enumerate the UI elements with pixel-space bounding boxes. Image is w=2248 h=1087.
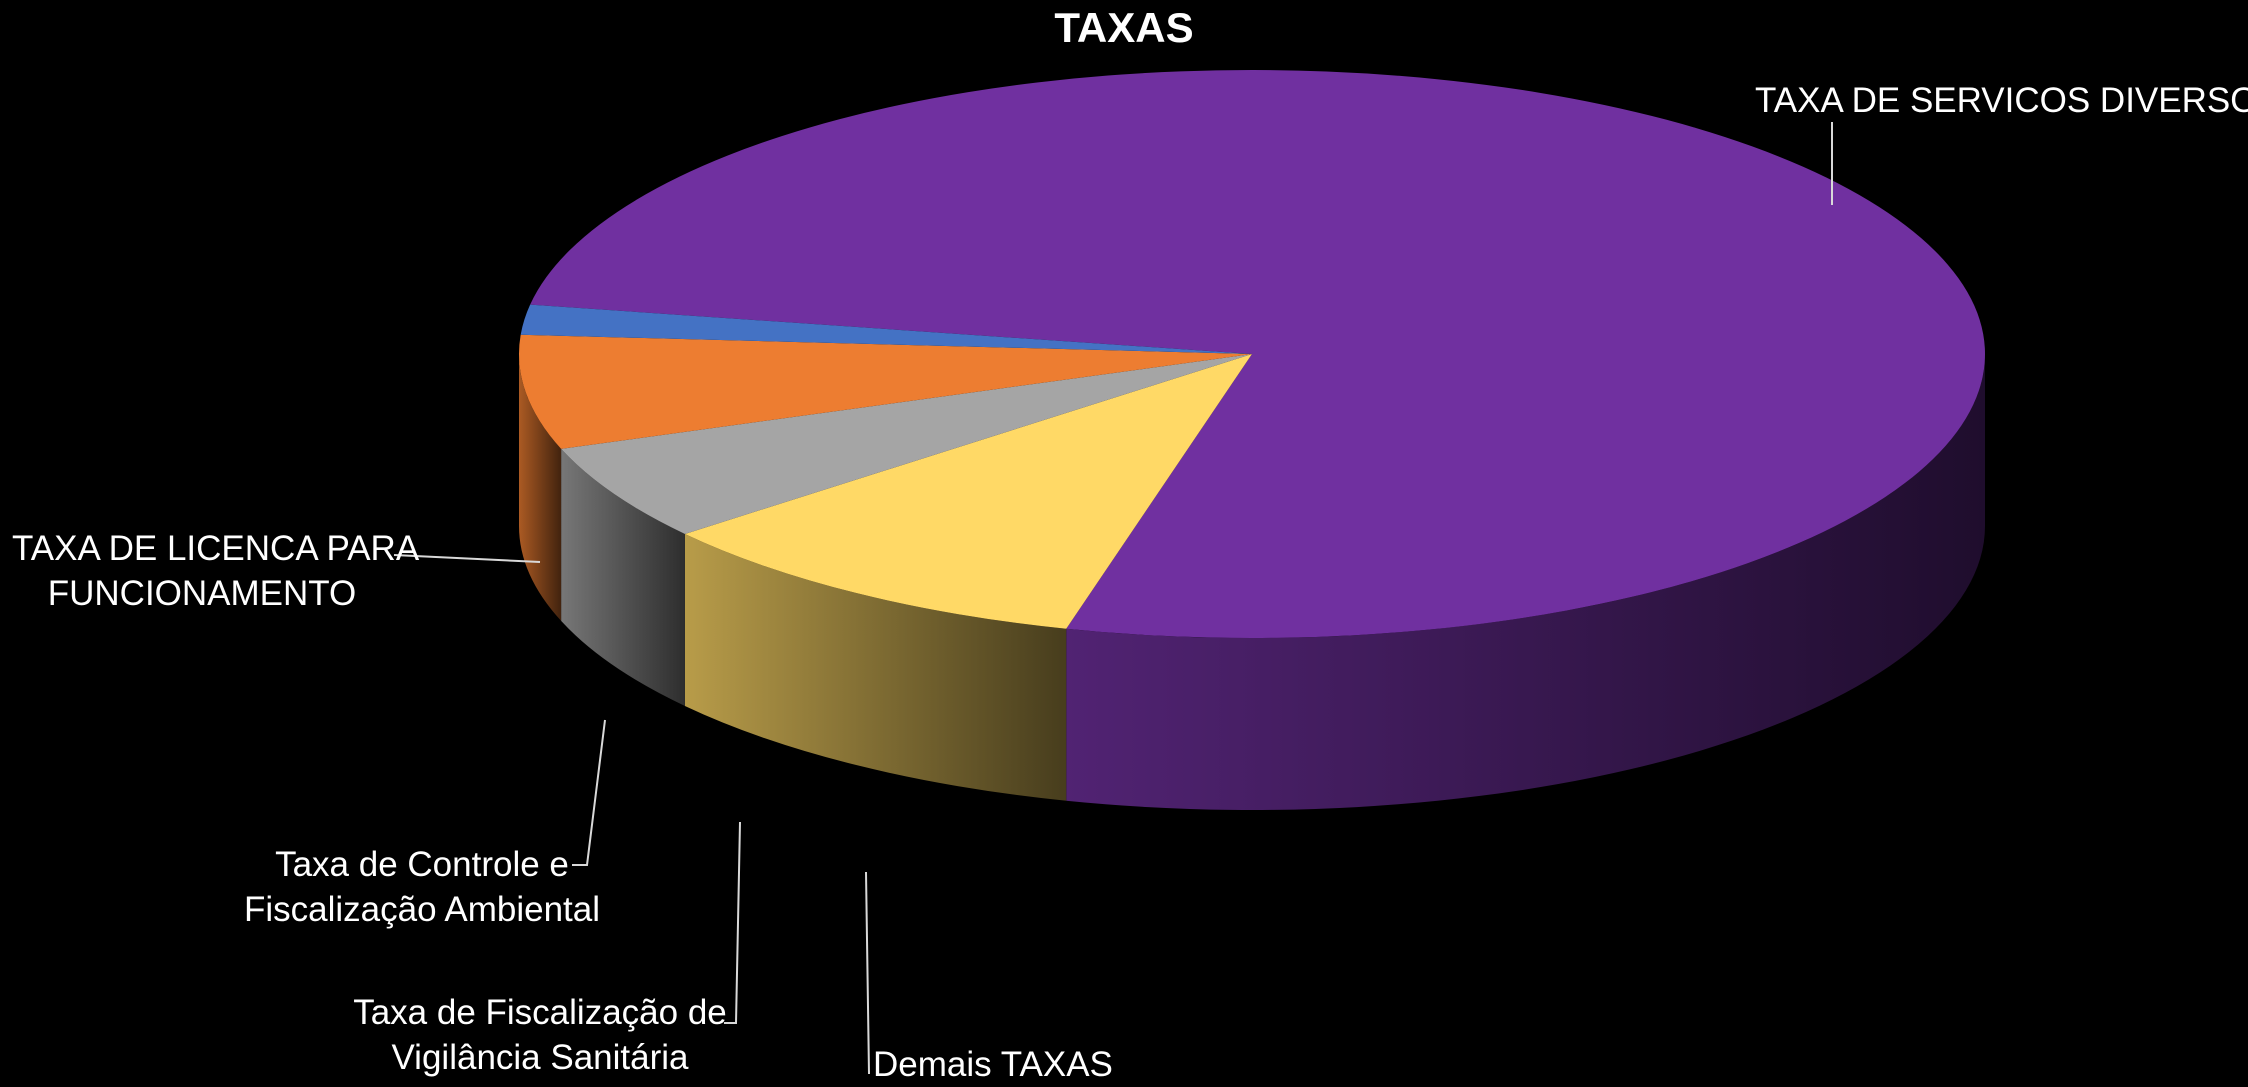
slice-taxa-de-controle-e-fiscalizacao-ambiental	[561, 354, 1252, 534]
leader-line-taxa-de-controle-e-fiscalizacao-ambiental	[572, 719, 606, 866]
slice-label-servicos-diversos: TAXA DE SERVICOS DIVERSOS	[1755, 81, 2248, 120]
chart-title: TAXAS	[1054, 4, 1194, 51]
slice-demais-taxas	[520, 304, 1252, 354]
slice-label-vigilancia-sanitaria: Taxa de Fiscalização de Vigilância Sanit…	[353, 993, 727, 1077]
slice-side-taxa-de-licenca-para-funcionamento	[684, 533, 1067, 801]
slice-label-controle-ambiental: Taxa de Controle e Fiscalização Ambienta…	[244, 845, 600, 929]
slice-side-taxa-de-servicos-diversos	[1066, 354, 1985, 811]
slice-side-taxa-de-controle-e-fiscalizacao-ambiental	[561, 448, 685, 706]
slice-label-licenca-funcionamento: TAXA DE LICENCA PARA FUNCIONAMENTO	[12, 529, 420, 613]
slice-taxa-de-fiscalizacao-de-vigilancia-sanitaria	[519, 334, 1252, 449]
leader-line-taxa-de-fiscalizacao-de-vigilancia-sanitaria	[724, 821, 741, 1024]
slice-label-demais-taxas: Demais TAXAS	[873, 1045, 1113, 1084]
leader-line-taxa-de-licenca-para-funcionamento	[393, 554, 541, 563]
slice-side-taxa-de-fiscalizacao-de-vigilancia-sanitaria	[519, 354, 562, 621]
slice-taxa-de-licenca-para-funcionamento	[684, 354, 1252, 629]
slice-taxa-de-servicos-diversos	[530, 70, 1986, 639]
leader-line-demais-taxas	[865, 871, 870, 1075]
